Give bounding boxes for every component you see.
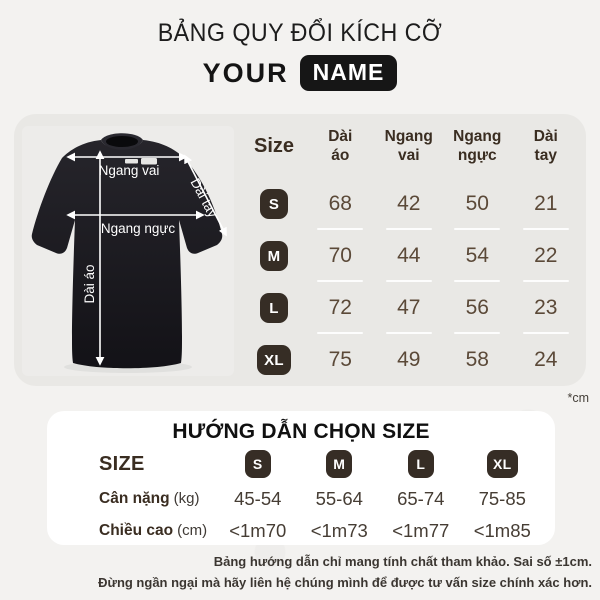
cell-l-length: 72 bbox=[306, 282, 375, 334]
collar-opening bbox=[106, 136, 138, 147]
col-header-chest: Ngang ngực bbox=[453, 127, 502, 164]
tshirt-diagram: Ngang vai Ngang ngực Dài áo Dài tay bbox=[22, 126, 234, 376]
size-badge-s: S bbox=[260, 189, 288, 219]
brand-word-name-badge: NAME bbox=[299, 55, 398, 91]
height-unit-text: (cm) bbox=[177, 522, 208, 539]
col-header-length: Dài áo bbox=[328, 127, 353, 164]
weight-value-xl: 75-85 bbox=[478, 487, 526, 509]
size-badge-m: M bbox=[260, 241, 288, 271]
shirt-length-label: Dài áo bbox=[82, 264, 97, 303]
cell-xl-sleeve: 24 bbox=[534, 348, 558, 371]
brand-word-your: YOUR bbox=[202, 57, 289, 88]
cell-s-length: 68 bbox=[306, 178, 375, 230]
sleeve-length-arrow bbox=[184, 154, 227, 237]
guide-size-badge-m: M bbox=[326, 450, 353, 478]
guide-badge-cell-l: L bbox=[380, 446, 462, 482]
unit-note: *cm bbox=[567, 391, 589, 405]
cell-m-sleeve: 22 bbox=[512, 230, 581, 282]
measurement-arrows bbox=[66, 150, 227, 366]
size-badge-l: L bbox=[260, 293, 288, 323]
weight-value-s: 45-54 bbox=[234, 487, 282, 509]
cell-m-length: 70 bbox=[306, 230, 375, 282]
cell-l-shoulder: 47 bbox=[375, 282, 444, 334]
guide-height-label: Chiều cao (cm) bbox=[99, 515, 217, 546]
guide-weight-label: Cân nặng (kg) bbox=[99, 482, 217, 515]
height-value-m: <1m73 bbox=[310, 519, 368, 541]
cell-l-chest: 56 bbox=[443, 282, 512, 334]
weight-value-l: 65-74 bbox=[397, 487, 445, 509]
cell-l-sleeve: 23 bbox=[512, 282, 581, 334]
table-row-s: S bbox=[242, 178, 306, 230]
guide-size-badge-xl: XL bbox=[487, 450, 518, 478]
height-value-l: <1m77 bbox=[392, 519, 450, 541]
weight-label-text: Cân nặng bbox=[99, 489, 170, 507]
table-row-l: L bbox=[242, 282, 306, 334]
shoulder-width-label: Ngang vai bbox=[99, 163, 160, 178]
height-value-s: <1m70 bbox=[229, 519, 287, 541]
weight-value-m: 55-64 bbox=[315, 487, 363, 509]
size-badge-xl: XL bbox=[257, 345, 291, 375]
footer-line-1: Bảng hướng dẫn chỉ mang tính chất tham k… bbox=[213, 554, 592, 569]
page-title: BẢNG QUY ĐỔI KÍCH CỠ bbox=[157, 19, 443, 47]
size-table: Size Dài áo Ngang vai Ngang ngực Dài tay… bbox=[242, 114, 580, 386]
height-label-text: Chiều cao bbox=[99, 521, 174, 539]
height-value-xl: <1m85 bbox=[473, 519, 531, 541]
guide-size-label: SIZE bbox=[99, 452, 145, 475]
guide-badge-cell-s: S bbox=[217, 446, 299, 482]
cell-s-shoulder: 42 bbox=[375, 178, 444, 230]
brand-logo: YOUR NAME bbox=[0, 55, 600, 91]
cell-xl-length: 75 bbox=[328, 348, 352, 371]
tshirt-illustration: Ngang vai Ngang ngực Dài áo Dài tay bbox=[22, 126, 234, 376]
table-row-xl: XL bbox=[242, 334, 306, 386]
cell-s-chest: 50 bbox=[443, 178, 512, 230]
guide-size-badge-s: S bbox=[244, 450, 271, 478]
guide-badge-cell-m: M bbox=[299, 446, 381, 482]
col-header-sleeve: Dài tay bbox=[533, 127, 558, 164]
col-header-size: Size bbox=[253, 134, 295, 157]
footer-line-2: Đừng ngần ngại mà hãy liên hệ chúng mình… bbox=[98, 574, 592, 590]
cell-m-chest: 54 bbox=[443, 230, 512, 282]
col-header-shoulder: Ngang vai bbox=[384, 127, 433, 164]
chest-width-label: Ngang ngực bbox=[101, 221, 176, 236]
footer-note: Bảng hướng dẫn chỉ mang tính chất tham k… bbox=[8, 552, 592, 594]
guide-badge-cell-xl: XL bbox=[462, 446, 544, 482]
cell-m-shoulder: 44 bbox=[375, 230, 444, 282]
guide-size-badge-l: L bbox=[407, 450, 434, 478]
cell-s-sleeve: 21 bbox=[512, 178, 581, 230]
table-row-m: M bbox=[242, 230, 306, 282]
measurement-card: Ngang vai Ngang ngực Dài áo Dài tay Size… bbox=[14, 114, 586, 386]
size-guide-heading: HƯỚNG DẪN CHỌN SIZE bbox=[172, 420, 430, 443]
size-guide-panel: HƯỚNG DẪN CHỌN SIZE SIZE S M L XL Cân nặ… bbox=[47, 411, 555, 545]
tshirt-body bbox=[31, 140, 223, 369]
cell-xl-chest: 58 bbox=[465, 348, 489, 371]
cell-xl-shoulder: 49 bbox=[397, 348, 421, 371]
weight-unit-text: (kg) bbox=[173, 490, 200, 507]
size-guide-grid: SIZE S M L XL Cân nặng (kg) 45-54 55-64 … bbox=[47, 446, 555, 546]
